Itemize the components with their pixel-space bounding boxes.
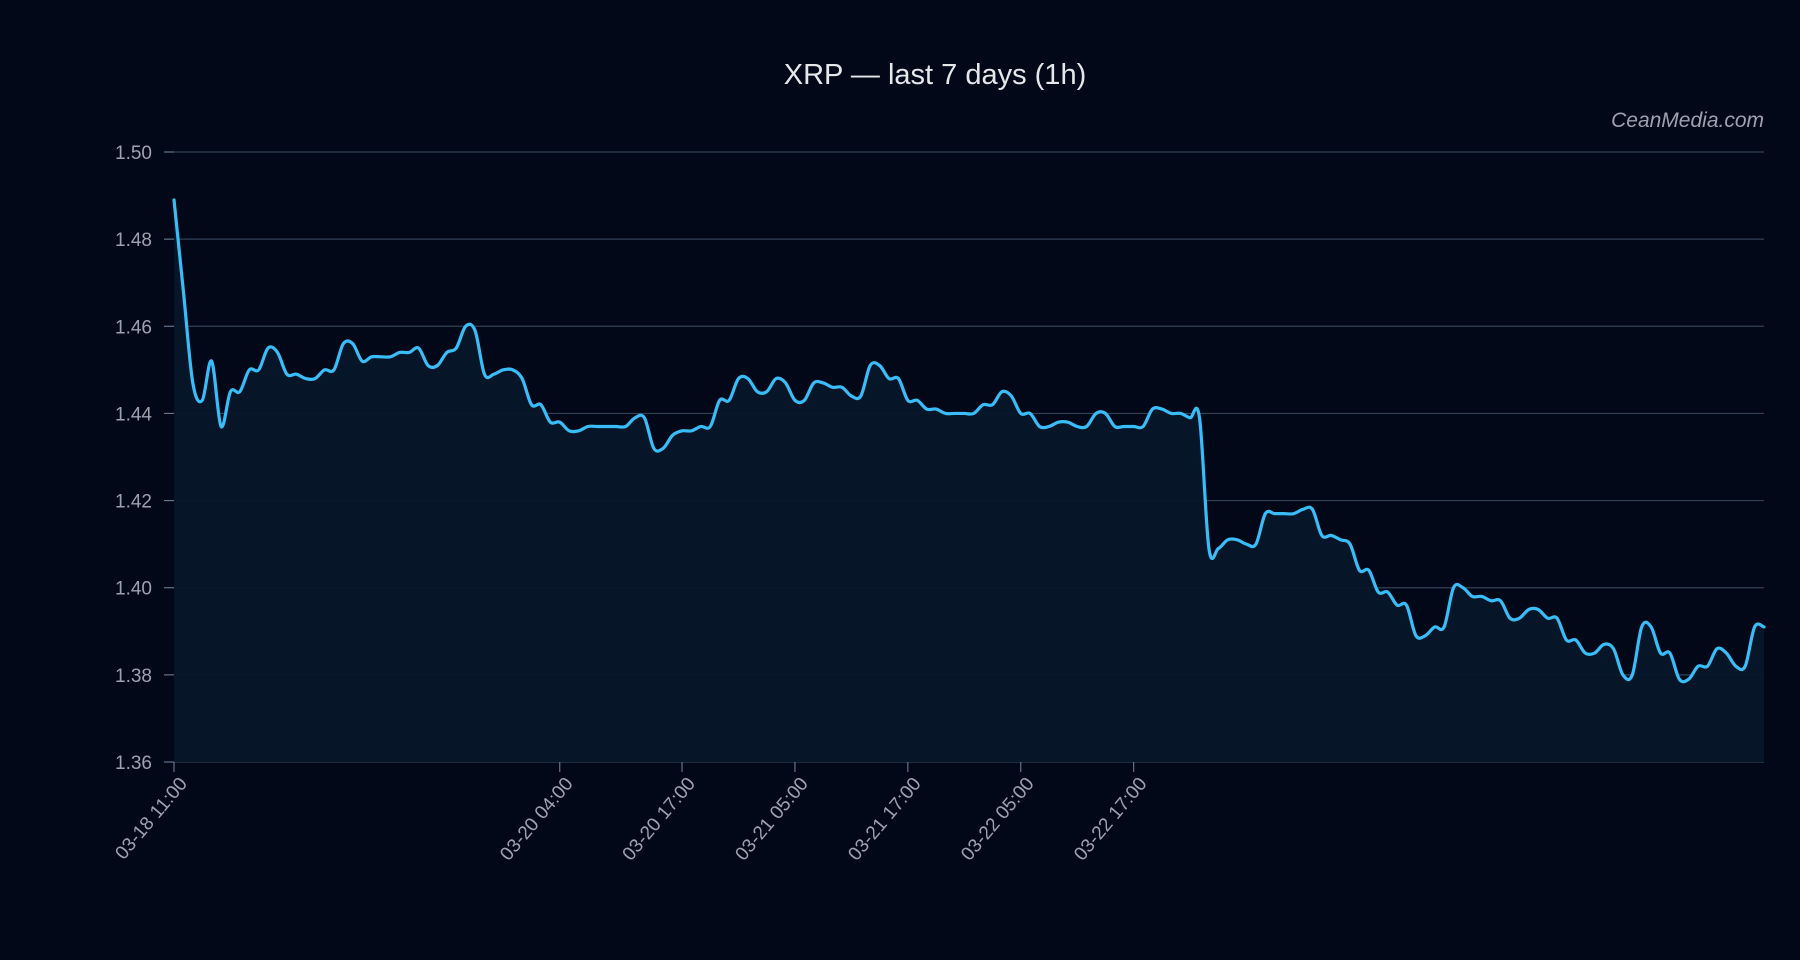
- x-tick-label: 03-20 04:00: [496, 774, 577, 865]
- price-series-line: [172, 198, 1766, 684]
- y-tick-label: 1.48: [115, 230, 152, 251]
- y-tick-label: 1.46: [115, 317, 152, 338]
- y-tick-label: 1.36: [115, 753, 152, 774]
- x-tick-label: 03-18 11:00: [111, 774, 191, 864]
- y-tick-label: 1.38: [115, 666, 152, 687]
- price-area-fill: [174, 199, 1764, 762]
- x-tick-label: 03-22 05:00: [957, 774, 1038, 865]
- y-axis: 1.50 1.48 1.46 1.44 1.42 1.40 1.38 1.36: [115, 143, 174, 774]
- y-tick-label: 1.40: [115, 579, 152, 600]
- chart-title: XRP — last 7 days (1h): [784, 59, 1086, 91]
- y-tick-label: 1.44: [115, 404, 152, 425]
- watermark-text: CeanMedia.com: [1611, 109, 1764, 132]
- y-tick-label: 1.42: [115, 492, 152, 513]
- x-tick-label: 03-22 17:00: [1070, 774, 1151, 865]
- x-tick-label: 03-21 17:00: [844, 774, 925, 865]
- x-tick-label: 03-20 17:00: [619, 774, 700, 865]
- y-tick-label: 1.50: [115, 143, 152, 164]
- x-axis: 03-18 11:00 03-20 04:00 03-20 17:00 03-21 0…: [111, 762, 1151, 865]
- x-tick-label: 03-21 05:00: [731, 774, 812, 865]
